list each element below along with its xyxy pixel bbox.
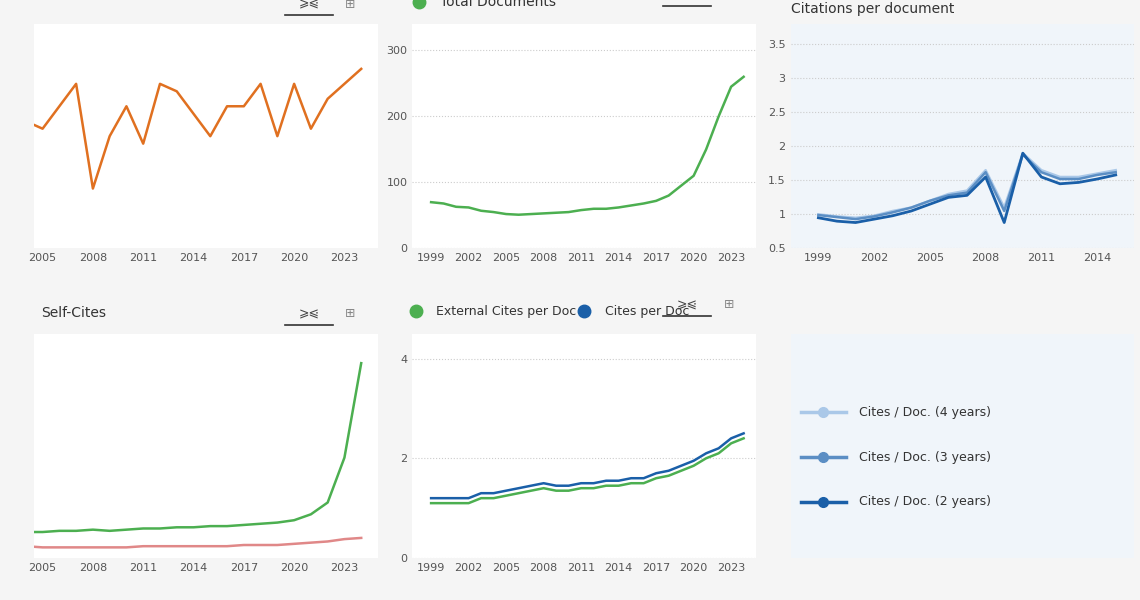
Text: ⊞: ⊞ [724,298,734,311]
Text: Cites / Doc. (3 years): Cites / Doc. (3 years) [860,451,992,464]
Text: Self-Cites: Self-Cites [41,306,106,320]
Text: External Cites per Doc: External Cites per Doc [437,305,577,317]
Text: Cites / Doc. (2 years): Cites / Doc. (2 years) [860,496,992,508]
Text: Total Documents: Total Documents [440,0,556,8]
Text: ⊞: ⊞ [345,0,356,11]
Text: Cites per Doc: Cites per Doc [605,305,690,317]
Text: Citations per document: Citations per document [790,2,954,16]
Text: ⩾⩿: ⩾⩿ [677,0,698,2]
Text: Cites / Doc. (4 years): Cites / Doc. (4 years) [860,406,992,419]
Text: ⊞: ⊞ [724,0,734,2]
Text: ⩾⩿: ⩾⩿ [299,0,319,11]
Text: ⩾⩿: ⩾⩿ [299,307,319,320]
Text: ⩾⩿: ⩾⩿ [677,298,698,311]
Text: ⊞: ⊞ [345,307,356,320]
